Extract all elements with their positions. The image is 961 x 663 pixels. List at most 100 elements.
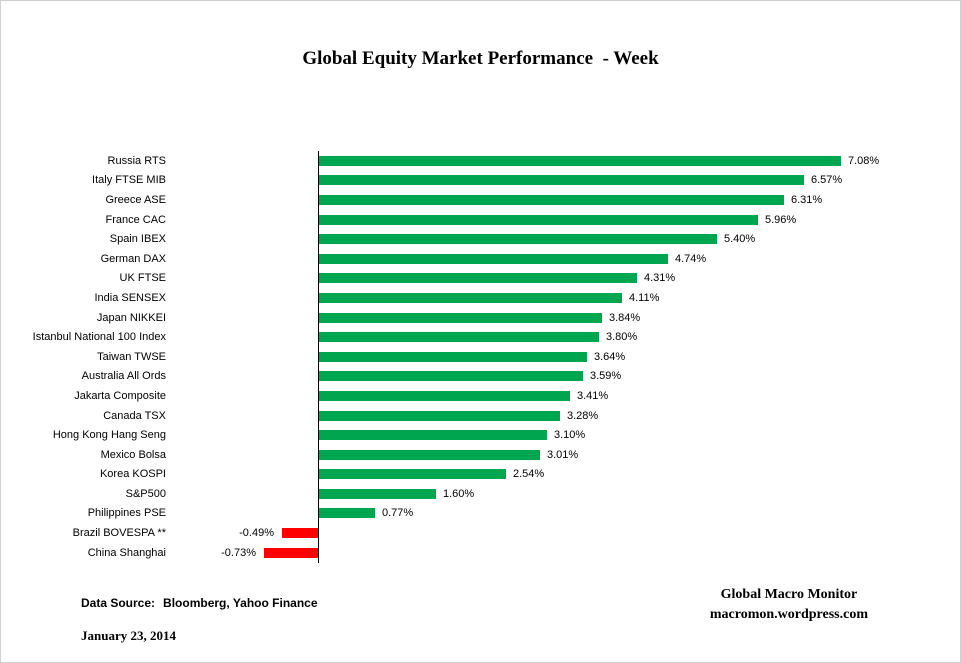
chart-row: France CAC 5.96% [1, 210, 960, 230]
bar-positive [318, 390, 570, 401]
negative-zone [166, 210, 318, 230]
category-label: S&P500 [125, 487, 166, 500]
chart-row: Philippines PSE 0.77% [1, 504, 960, 524]
positive-zone: 4.11% [318, 288, 960, 308]
category-label: Jakarta Composite [74, 389, 166, 402]
positive-zone: 5.40% [318, 229, 960, 249]
positive-zone: 2.54% [318, 465, 960, 485]
positive-zone [318, 543, 960, 563]
chart-row: Australia All Ords 3.59% [1, 367, 960, 387]
category-label: German DAX [100, 252, 166, 265]
negative-zone [166, 249, 318, 269]
category-label: Australia All Ords [81, 370, 166, 383]
negative-zone: -0.73% [166, 543, 318, 563]
negative-zone [166, 386, 318, 406]
data-source-note: Data Source: Bloomberg, Yahoo Finance [81, 596, 318, 610]
value-label: 0.77% [382, 507, 414, 520]
negative-zone [166, 425, 318, 445]
category-label: Hong Kong Hang Seng [52, 429, 166, 442]
negative-zone [166, 445, 318, 465]
value-label: 3.64% [594, 350, 626, 363]
positive-zone: 6.31% [318, 190, 960, 210]
chart-row: German DAX 4.74% [1, 249, 960, 269]
positive-zone: 7.08% [318, 151, 960, 171]
value-label: -0.73% [221, 546, 256, 559]
positive-zone [318, 523, 960, 543]
value-label: 6.31% [791, 193, 823, 206]
positive-zone: 4.31% [318, 269, 960, 289]
category-label: Russia RTS [107, 154, 166, 167]
chart-row: Istanbul National 100 Index 3.80% [1, 327, 960, 347]
negative-zone [166, 288, 318, 308]
negative-zone [166, 229, 318, 249]
category-label: Greece ASE [105, 193, 166, 206]
chart-row: Jakarta Composite 3.41% [1, 386, 960, 406]
chart-row: China Shanghai -0.73% [1, 543, 960, 563]
negative-zone [166, 269, 318, 289]
value-label: 4.31% [644, 272, 676, 285]
negative-zone [166, 504, 318, 524]
category-label: India SENSEX [94, 291, 166, 304]
bar-positive [318, 488, 436, 499]
bar-positive [318, 371, 583, 382]
negative-zone [166, 465, 318, 485]
bar-positive [318, 449, 540, 460]
value-label: 3.10% [554, 429, 586, 442]
bar-positive [318, 175, 804, 186]
positive-zone: 3.28% [318, 406, 960, 426]
positive-zone: 3.10% [318, 425, 960, 445]
date-note: January 23, 2014 [81, 628, 176, 643]
category-label: Japan NIKKEI [96, 311, 166, 324]
data-source-value: Bloomberg, Yahoo Finance [163, 596, 318, 610]
brand-name: Global Macro Monitor [720, 587, 858, 602]
chart-row: India SENSEX 4.11% [1, 288, 960, 308]
bar-positive [318, 234, 717, 245]
value-label: 6.57% [811, 174, 843, 187]
chart-row: Italy FTSE MIB 6.57% [1, 171, 960, 191]
positive-zone: 3.84% [318, 308, 960, 328]
negative-zone [166, 327, 318, 347]
brand-url: macromon.wordpress.com [709, 607, 868, 623]
value-label: 4.74% [675, 252, 707, 265]
bar-positive [318, 194, 784, 205]
negative-zone [166, 190, 318, 210]
axis-line [318, 151, 319, 563]
positive-zone: 3.80% [318, 327, 960, 347]
value-label: 1.60% [443, 487, 475, 500]
negative-zone [166, 484, 318, 504]
chart-row: S&P500 1.60% [1, 484, 960, 504]
chart-row: Hong Kong Hang Seng 3.10% [1, 425, 960, 445]
chart-row: Brazil BOVESPA ** -0.49% [1, 523, 960, 543]
brand-block: Global Macro Monitor macromon.wordpress.… [710, 585, 868, 626]
value-label: 2.54% [513, 468, 545, 481]
category-label: Spain IBEX [109, 233, 166, 246]
bar-positive [318, 469, 506, 480]
positive-zone: 4.74% [318, 249, 960, 269]
chart-rows: Russia RTS 7.08% Italy FTSE MIB 6.57% Greece… [1, 151, 960, 562]
category-label: China Shanghai [87, 546, 166, 559]
bar-positive [318, 292, 622, 303]
category-label: Philippines PSE [87, 507, 166, 520]
value-label: 3.84% [609, 311, 641, 324]
bar-negative [282, 528, 318, 539]
chart-title: Global Equity Market Performance - Week [302, 48, 659, 69]
category-label: UK FTSE [119, 272, 166, 285]
bar-positive [318, 312, 602, 323]
value-label: 3.28% [567, 409, 599, 422]
bar-positive [318, 351, 587, 362]
value-label: 7.08% [848, 154, 880, 167]
category-label: France CAC [105, 213, 166, 226]
bar-positive [318, 508, 375, 519]
chart-row: Spain IBEX 5.40% [1, 229, 960, 249]
chart-row: Mexico Bolsa 3.01% [1, 445, 960, 465]
negative-zone [166, 367, 318, 387]
bar-positive [318, 430, 547, 441]
value-label: 5.40% [724, 233, 756, 246]
positive-zone: 5.96% [318, 210, 960, 230]
data-source-label: Data Source: [81, 596, 156, 610]
value-label: 3.01% [547, 448, 579, 461]
category-label: Korea KOSPI [99, 468, 166, 481]
value-label: 3.59% [590, 370, 622, 383]
category-label: Canada TSX [103, 409, 166, 422]
